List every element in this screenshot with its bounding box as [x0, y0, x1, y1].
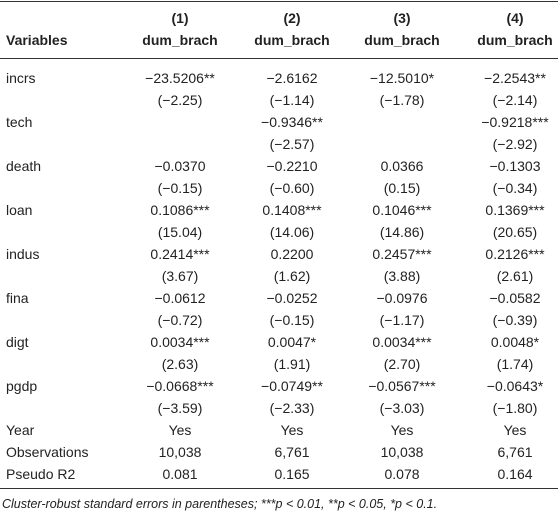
t-statistic: (−0.60)	[269, 180, 315, 196]
coefficient: 0.2200	[270, 246, 314, 262]
stat-value: Yes	[280, 422, 304, 438]
t-statistic: (14.06)	[269, 224, 315, 240]
t-statistic: (15.04)	[157, 224, 203, 240]
t-statistic: (3.67)	[161, 268, 199, 284]
t-statistic: (−0.34)	[492, 180, 538, 196]
coefficient: −0.0370	[154, 158, 206, 174]
column-name: dum_brach	[254, 32, 330, 48]
coefficient: −23.5206**	[145, 70, 215, 86]
coefficient: 0.1369***	[485, 202, 545, 218]
coefficient: −0.9218***	[481, 114, 549, 130]
coefficient: 0.0048*	[490, 334, 540, 350]
t-statistic: (1.91)	[273, 356, 311, 372]
stat-value: Yes	[390, 422, 414, 438]
coefficient: −0.0749**	[261, 378, 323, 394]
coefficient: −0.0643*	[486, 378, 544, 394]
coefficient: −0.0668***	[146, 378, 214, 394]
stat-value: Yes	[168, 422, 192, 438]
stat-value: 6,761	[274, 444, 310, 460]
stat-value: 10,038	[380, 444, 424, 460]
t-statistic: (20.65)	[492, 224, 538, 240]
header-rule	[0, 58, 558, 59]
t-statistic: (−0.15)	[157, 180, 203, 196]
column-number: (4)	[506, 10, 524, 26]
t-statistic: (−0.72)	[157, 312, 203, 328]
variable-name: digt	[6, 334, 29, 350]
header-label: Variables	[6, 32, 68, 48]
t-statistic: (−0.39)	[492, 312, 538, 328]
coefficient: −0.0976	[376, 290, 428, 306]
t-statistic: (2.61)	[496, 268, 534, 284]
coefficient: 0.0034***	[372, 334, 432, 350]
column-name: dum_brach	[364, 32, 440, 48]
top-rule	[0, 1, 558, 2]
coefficient: −2.2543**	[484, 70, 546, 86]
t-statistic: (−3.03)	[379, 400, 425, 416]
coefficient: 0.1086***	[150, 202, 210, 218]
t-statistic: (1.74)	[496, 356, 534, 372]
column-number: (1)	[171, 10, 189, 26]
coefficient: −2.6162	[266, 70, 318, 86]
t-statistic: (2.70)	[383, 356, 421, 372]
t-statistic: (−0.15)	[269, 312, 315, 328]
coefficient: 0.0366	[380, 158, 424, 174]
variable-name: pgdp	[6, 378, 38, 394]
coefficient: −0.0567***	[368, 378, 436, 394]
t-statistic: (0.15)	[383, 180, 421, 196]
t-statistic: (−2.57)	[269, 136, 315, 152]
stat-value: 0.081	[162, 466, 198, 482]
coefficient: 0.1408***	[262, 202, 322, 218]
variable-name: tech	[6, 114, 33, 130]
variable-name: loan	[6, 202, 33, 218]
stat-value: 0.165	[274, 466, 310, 482]
coefficient: −0.9346**	[261, 114, 323, 130]
t-statistic: (−1.78)	[379, 92, 425, 108]
column-name: dum_brach	[477, 32, 553, 48]
stat-value: 6,761	[497, 444, 533, 460]
coefficient: 0.2414***	[150, 246, 210, 262]
column-name: dum_brach	[142, 32, 218, 48]
bottom-rule	[0, 488, 558, 489]
coefficient: −0.0582	[489, 290, 541, 306]
t-statistic: (−2.25)	[157, 92, 203, 108]
t-statistic: (−3.59)	[157, 400, 203, 416]
stat-value: 0.078	[384, 466, 420, 482]
variable-name: death	[6, 158, 42, 174]
t-statistic: (−2.14)	[492, 92, 538, 108]
coefficient: −0.0612	[154, 290, 206, 306]
coefficient: 0.1046***	[372, 202, 432, 218]
coefficient: −0.1303	[489, 158, 541, 174]
t-statistic: (1.62)	[273, 268, 311, 284]
coefficient: 0.2457***	[372, 246, 432, 262]
coefficient: −0.2210	[266, 158, 318, 174]
t-statistic: (2.63)	[161, 356, 199, 372]
t-statistic: (−2.33)	[269, 400, 315, 416]
stat-value: 0.164	[497, 466, 533, 482]
variable-name: fina	[6, 290, 29, 306]
t-statistic: (−1.80)	[492, 400, 538, 416]
stat-name: Observations	[6, 444, 89, 460]
coefficient: −0.0252	[266, 290, 318, 306]
column-number: (2)	[283, 10, 301, 26]
stat-name: Pseudo R2	[6, 466, 76, 482]
stat-value: 10,038	[158, 444, 202, 460]
coefficient: 0.0047*	[267, 334, 317, 350]
t-statistic: (−1.17)	[379, 312, 425, 328]
coefficient: 0.0034***	[150, 334, 210, 350]
coefficient: −12.5010*	[369, 70, 435, 86]
column-number: (3)	[393, 10, 411, 26]
table-note: Cluster-robust standard errors in parent…	[2, 497, 438, 511]
stat-value: Yes	[503, 422, 527, 438]
t-statistic: (3.88)	[383, 268, 421, 284]
variable-name: indus	[6, 246, 40, 262]
t-statistic: (−2.92)	[492, 136, 538, 152]
variable-name: incrs	[6, 70, 36, 86]
t-statistic: (−1.14)	[269, 92, 315, 108]
stat-name: Year	[6, 422, 35, 438]
t-statistic: (14.86)	[379, 224, 425, 240]
coefficient: 0.2126***	[485, 246, 545, 262]
